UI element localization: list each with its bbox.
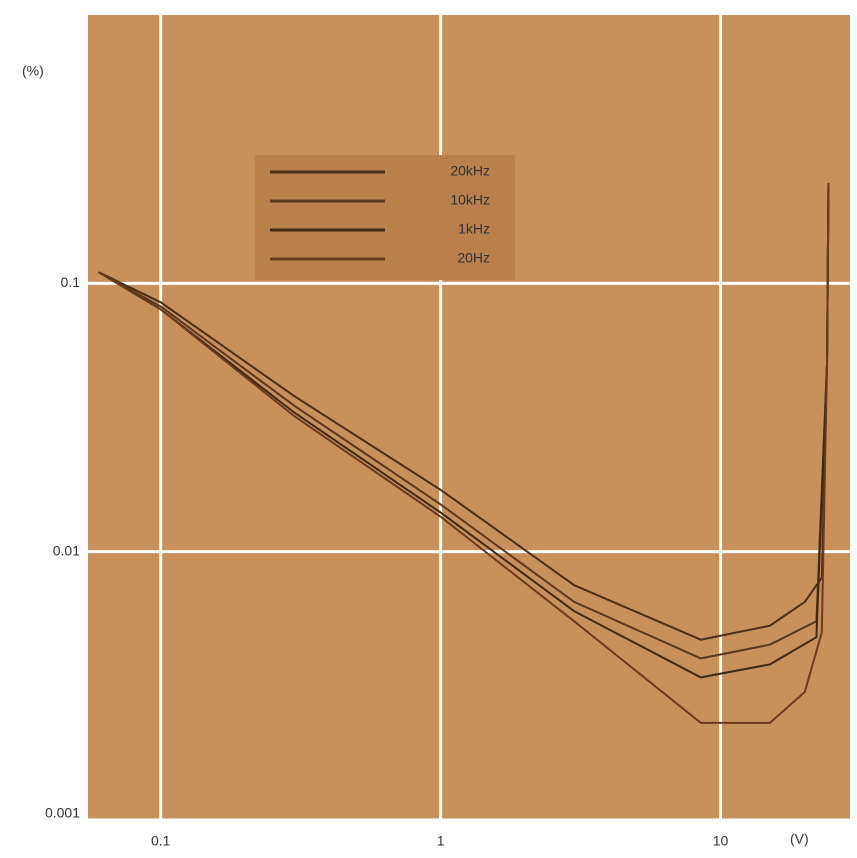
plot-area bbox=[88, 15, 850, 820]
x-tick-label: 1 bbox=[437, 833, 445, 849]
series-line bbox=[98, 183, 830, 679]
y-tick-label: 0.1 bbox=[61, 274, 81, 290]
x-tick-label: 10 bbox=[713, 833, 729, 849]
y-unit: (%) bbox=[22, 63, 44, 79]
series-line bbox=[98, 183, 830, 724]
legend-label: 10kHz bbox=[450, 192, 490, 208]
y-tick-label: 0.001 bbox=[45, 805, 80, 821]
x-tick-label: 0.1 bbox=[151, 833, 171, 849]
x-unit: (V) bbox=[790, 831, 809, 847]
legend-label: 1kHz bbox=[458, 221, 490, 237]
y-tick-label: 0.01 bbox=[53, 542, 80, 558]
legend: 20kHz 10kHz 1kHz 20Hz bbox=[255, 155, 515, 280]
legend-label: 20kHz bbox=[450, 163, 490, 179]
legend-label: 20Hz bbox=[457, 250, 490, 266]
